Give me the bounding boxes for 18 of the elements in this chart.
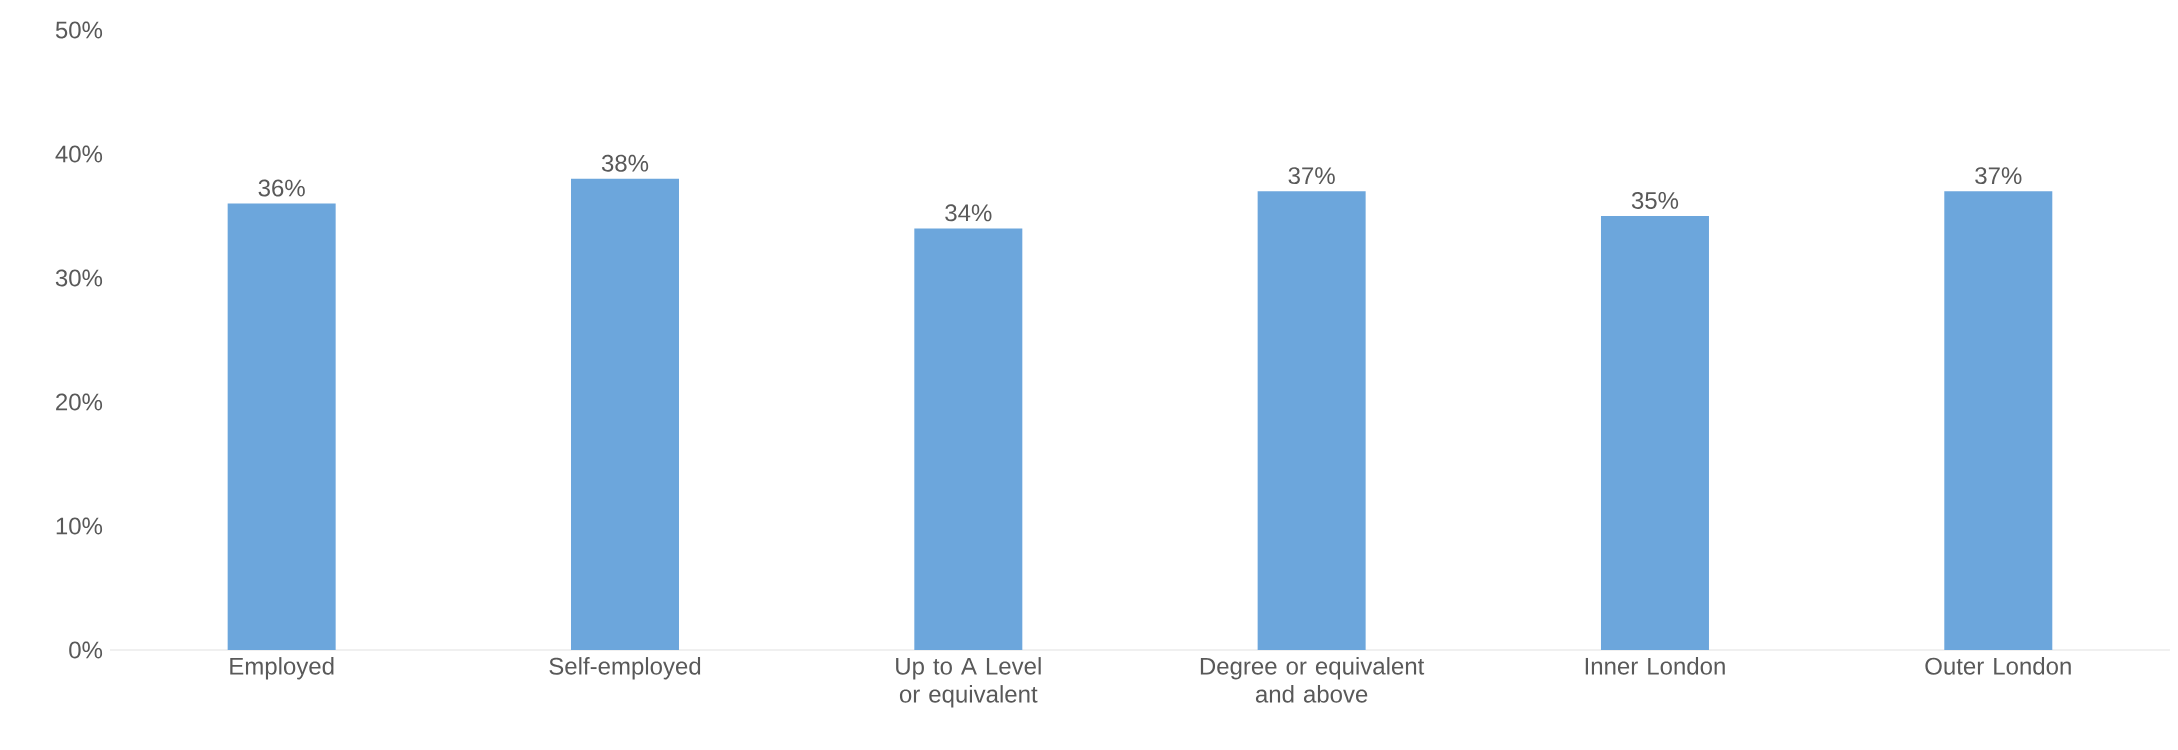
y-tick-label: 10% — [56, 517, 103, 535]
data-label: 36% — [258, 179, 305, 197]
y-tick-label: 40% — [55, 145, 103, 163]
y-tick-label: 20% — [56, 393, 103, 411]
data-label: 35% — [1631, 191, 1679, 209]
data-label: 37% — [1975, 167, 2022, 185]
y-tick-label: 50% — [55, 21, 103, 39]
data-label: 34% — [945, 204, 992, 222]
y-tick-label: 0% — [69, 641, 103, 659]
x-tick-label: Employed — [230, 657, 334, 680]
y-tick-label: 30% — [55, 269, 103, 287]
x-tick-label: Self-employed — [549, 657, 701, 680]
x-tick-label: Degree or equivalent and above — [1200, 657, 1425, 703]
x-tick-label: Outer London — [1925, 657, 2071, 675]
x-tick-label: Inner London — [1585, 657, 1725, 675]
data-label: 37% — [1288, 167, 1335, 185]
data-label: 38% — [601, 154, 649, 172]
x-tick-label: Up to A Level or equivalent — [896, 657, 1041, 708]
